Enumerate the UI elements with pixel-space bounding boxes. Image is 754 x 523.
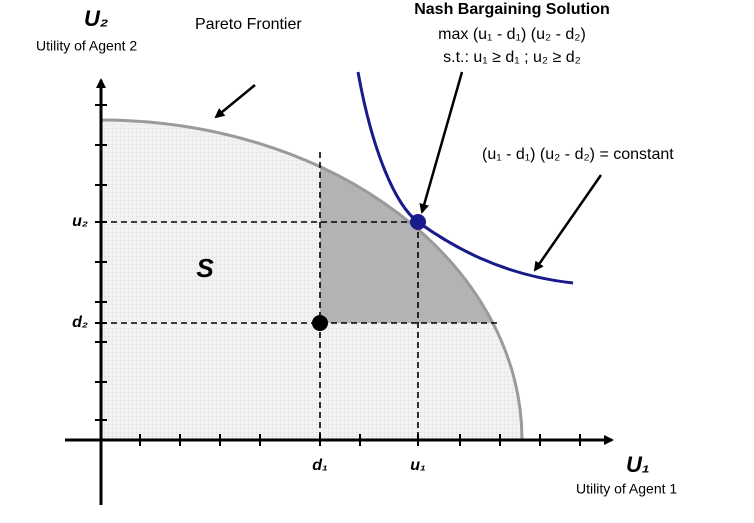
x-subtitle: Utility of Agent 1 — [576, 481, 677, 497]
nash-arrow — [419, 71, 464, 214]
pareto-frontier — [100, 118, 524, 441]
y-label: u₂ — [72, 213, 88, 230]
region-label: S — [196, 253, 214, 283]
frontier-arrow — [214, 84, 256, 119]
y-label: d₂ — [72, 314, 88, 331]
feasible-region — [101, 120, 522, 440]
x-label: u₁ — [410, 457, 425, 474]
nash-point — [410, 214, 426, 230]
x-title: U₁ — [626, 452, 650, 477]
x-label: d₁ — [312, 457, 327, 474]
y-subtitle: Utility of Agent 2 — [36, 38, 137, 54]
y-title: U₂ — [84, 6, 108, 31]
curve-arrow — [533, 174, 603, 272]
curve-label: (u₁ - d₁) (u₂ - d₂) = constant — [482, 146, 674, 163]
ticks — [95, 104, 581, 446]
bargaining-region — [320, 167, 493, 323]
disagreement-point — [312, 315, 328, 331]
nash-title: Nash Bargaining Solution — [414, 1, 610, 18]
frontier-label: Pareto Frontier — [195, 16, 302, 33]
nash-objective: max (u₁ - d₁) (u₂ - d₂) — [438, 26, 586, 43]
nash-constraint: s.t.: u₁ ≥ d₁ ; u₂ ≥ d₂ — [443, 49, 581, 66]
